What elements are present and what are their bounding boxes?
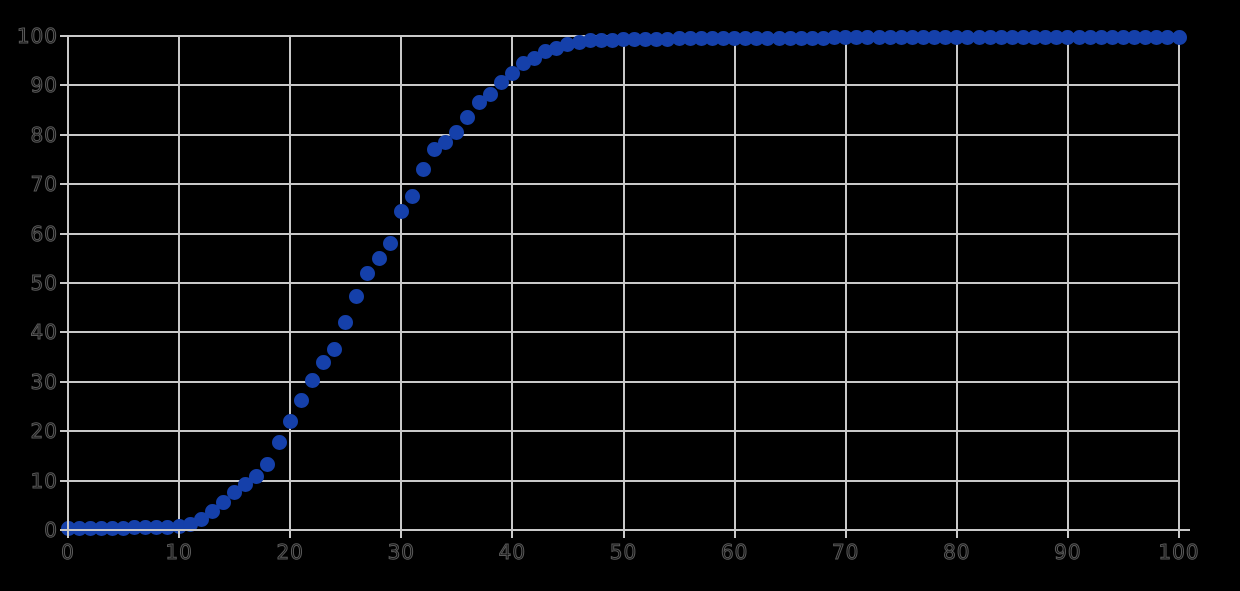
- data-point: [271, 434, 287, 450]
- data-point: [449, 124, 465, 140]
- y-tick-label: 80: [30, 122, 58, 147]
- y-tick-label: 90: [30, 73, 58, 98]
- y-tickmark: [60, 35, 67, 37]
- y-tickmark: [60, 430, 67, 433]
- y-tickmark: [60, 331, 67, 334]
- y-tickmark: [60, 380, 67, 383]
- data-point: [349, 288, 365, 304]
- data-point: [316, 354, 332, 370]
- gridline-horizontal: [67, 479, 1180, 482]
- y-tickmark: [60, 133, 67, 136]
- y-tick-label: 50: [30, 271, 58, 296]
- x-tickmark: [67, 531, 69, 538]
- y-tick-label: 0: [44, 518, 58, 543]
- y-tick-label: 20: [30, 419, 58, 444]
- x-tick-label: 10: [165, 540, 193, 565]
- x-tick-label: 30: [387, 540, 416, 565]
- x-tick-label: 100: [1158, 540, 1200, 565]
- data-point: [327, 341, 343, 357]
- y-tick-label: 10: [30, 468, 58, 493]
- data-point: [393, 203, 409, 219]
- data-point: [493, 75, 509, 91]
- data-point: [471, 95, 487, 111]
- gridline-horizontal: [67, 232, 1180, 235]
- y-tick-label: 60: [30, 221, 58, 246]
- y-tick-label: 100: [16, 24, 58, 49]
- x-tickmark: [178, 531, 181, 538]
- data-point: [260, 457, 276, 473]
- data-point: [204, 503, 220, 519]
- x-tickmark: [289, 531, 292, 538]
- x-tickmark: [733, 531, 736, 538]
- data-point: [282, 413, 298, 429]
- x-tick-label: 20: [276, 540, 304, 565]
- y-axis-spine: [67, 36, 69, 532]
- data-point: [338, 315, 354, 331]
- x-tickmark: [1066, 531, 1069, 538]
- x-tickmark: [844, 531, 847, 538]
- gridline-horizontal: [67, 133, 1180, 136]
- data-point: [193, 511, 209, 527]
- data-point: [360, 265, 376, 281]
- gridline-horizontal: [67, 183, 1180, 186]
- gridline-horizontal: [67, 331, 1180, 334]
- y-tickmark: [60, 183, 67, 186]
- x-tickmark: [955, 531, 958, 538]
- data-point: [249, 469, 265, 485]
- y-tick-label: 70: [30, 172, 58, 197]
- x-tickmark: [511, 531, 514, 538]
- data-point: [460, 110, 476, 125]
- data-point: [438, 134, 454, 150]
- y-tickmark: [60, 232, 67, 235]
- x-tickmark: [1178, 531, 1180, 538]
- gridline-horizontal: [67, 84, 1180, 87]
- x-axis-spine: [67, 529, 1190, 531]
- x-tickmark: [622, 531, 625, 538]
- data-point: [416, 161, 432, 177]
- gridline-horizontal: [67, 380, 1180, 383]
- x-tick-label: 70: [831, 540, 860, 565]
- data-point: [482, 86, 498, 102]
- x-tick-label: 90: [1054, 540, 1082, 565]
- data-point: [227, 485, 243, 501]
- y-tickmark: [60, 84, 67, 87]
- data-point: [304, 373, 320, 389]
- y-tickmark: [60, 479, 67, 482]
- x-tick-label: 50: [609, 540, 638, 565]
- data-point: [293, 392, 309, 408]
- data-point: [1171, 30, 1187, 46]
- gridline-horizontal: [67, 282, 1180, 284]
- y-tick-label: 40: [30, 320, 58, 345]
- x-tick-label: 60: [720, 540, 749, 565]
- x-tick-label: 0: [61, 540, 75, 565]
- y-tickmark: [60, 282, 67, 284]
- x-tickmark: [400, 531, 403, 538]
- data-point: [216, 495, 232, 511]
- data-point: [382, 235, 398, 251]
- gridline-horizontal: [67, 430, 1180, 433]
- y-tickmark: [60, 529, 67, 531]
- data-point: [504, 65, 520, 81]
- x-tick-label: 80: [943, 540, 971, 565]
- x-tick-label: 40: [498, 540, 527, 565]
- y-tick-label: 30: [30, 369, 58, 394]
- data-point: [371, 250, 387, 266]
- data-point: [404, 189, 420, 205]
